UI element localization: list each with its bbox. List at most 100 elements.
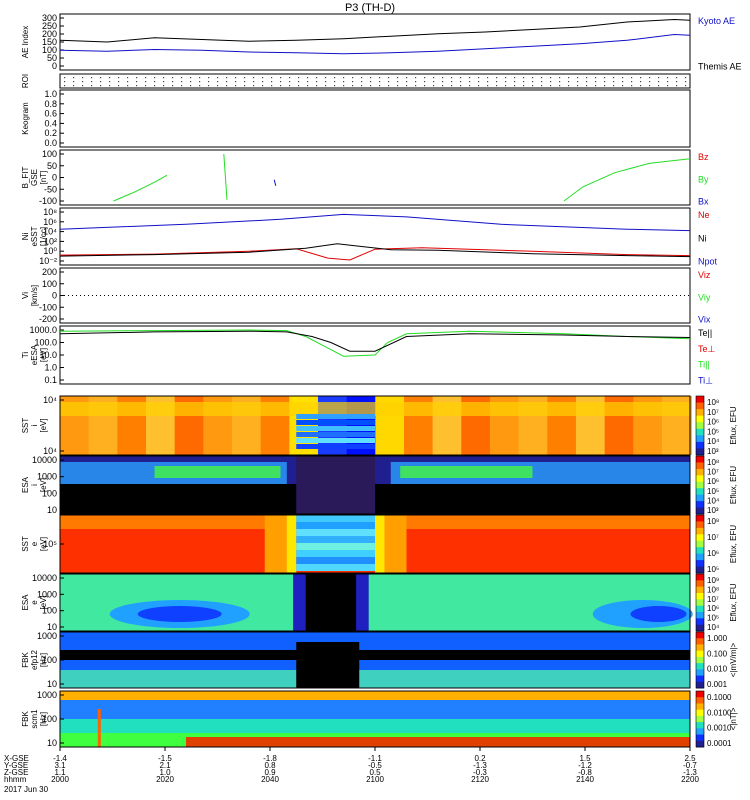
roi-dot xyxy=(640,81,642,83)
spectrogram-band xyxy=(186,737,690,747)
roi-dot xyxy=(145,85,147,87)
roi-dot xyxy=(676,77,678,79)
roi-dot xyxy=(640,77,642,79)
roi-dot xyxy=(658,81,660,83)
axis-label: i xyxy=(30,424,39,426)
y-tick-label: 100 xyxy=(42,714,57,724)
roi-dot xyxy=(343,77,345,79)
y-tick-label: 10000 xyxy=(32,573,57,583)
y-tick-label: 0.1 xyxy=(44,375,57,385)
legend-entry: Viy xyxy=(698,292,711,302)
y-tick-label: 0 xyxy=(52,61,57,71)
spectrogram-band xyxy=(60,402,690,416)
roi-dot xyxy=(487,81,489,83)
roi-dot xyxy=(73,85,75,87)
roi-dot xyxy=(388,77,390,79)
roi-dot xyxy=(406,81,408,83)
roi-dot xyxy=(190,77,192,79)
colorbar-segment xyxy=(696,722,704,729)
colorbar-segment xyxy=(696,612,704,619)
roi-dot xyxy=(469,81,471,83)
colorbar-segment xyxy=(696,715,704,723)
y-tick-label: 0.6 xyxy=(44,109,57,119)
roi-dot xyxy=(640,85,642,87)
axis-label: Ti xyxy=(21,352,30,359)
colorbar-tick-label: 10³ xyxy=(707,447,719,456)
roi-dot xyxy=(613,81,615,83)
legend-entry: Bx xyxy=(698,197,709,207)
roi-dot xyxy=(568,77,570,79)
spectrogram-band xyxy=(375,515,385,573)
roi-dot xyxy=(145,77,147,79)
roi-dot xyxy=(406,77,408,79)
axis-label: [eV] xyxy=(39,348,48,362)
colorbar-label: Eflux, EFU xyxy=(729,466,738,504)
axis-label: ROI xyxy=(21,74,30,88)
colorbar-tick-label: 10⁴ xyxy=(707,496,720,505)
axis-label: [nT] xyxy=(39,171,48,185)
roi-dot xyxy=(649,77,651,79)
spectrogram-cell xyxy=(296,529,375,536)
roi-dot xyxy=(667,77,669,79)
spectrogram-cell xyxy=(296,420,375,425)
y-tick-label: 10⁴ xyxy=(43,227,57,237)
roi-dot xyxy=(181,77,183,79)
roi-dot xyxy=(649,85,651,87)
axis-label: [km/s] xyxy=(30,285,39,306)
axis-label: AE Index xyxy=(21,26,30,58)
y-tick-label: 10 xyxy=(47,738,57,748)
roi-dot xyxy=(316,85,318,87)
roi-dot xyxy=(388,81,390,83)
legend-entry: Ni xyxy=(698,233,707,243)
colorbar-segment xyxy=(696,605,704,613)
roi-dot xyxy=(424,81,426,83)
colorbar-segment xyxy=(696,462,704,470)
roi-dot xyxy=(154,77,156,79)
series-line xyxy=(59,213,691,232)
colorbar-frame xyxy=(695,514,705,574)
colorbar-tick-label: 10⁶ xyxy=(707,549,719,558)
roi-dot xyxy=(550,85,552,87)
colorbar-segment xyxy=(696,428,704,436)
roi-dot xyxy=(64,85,66,87)
colorbar-tick-label: 0.010 xyxy=(707,665,728,674)
colorbar-segment xyxy=(696,728,704,736)
x-tick-label: 0.2 xyxy=(474,754,486,763)
y-tick-label: 1000 xyxy=(37,472,57,482)
roi-dot xyxy=(343,81,345,83)
x-tick-label: -0.7 xyxy=(683,761,697,770)
panel-frame xyxy=(59,267,691,324)
colorbar-segment xyxy=(696,481,704,489)
x-tick-label: 2140 xyxy=(576,775,594,784)
series-line xyxy=(59,329,691,357)
spectrogram-cell xyxy=(296,550,375,557)
colorbar-tick-label: 10⁵ xyxy=(707,565,719,574)
roi-dot xyxy=(244,85,246,87)
roi-dot xyxy=(289,77,291,79)
roi-dot xyxy=(676,81,678,83)
x-tick-label: 2.5 xyxy=(684,754,696,763)
roi-dot xyxy=(82,77,84,79)
colorbar-segment xyxy=(696,521,704,529)
roi-dot xyxy=(82,85,84,87)
x-tick-label: 2200 xyxy=(681,775,699,784)
panel-roi: ROI xyxy=(21,73,691,89)
roi-dot xyxy=(226,81,228,83)
colorbar-segment xyxy=(696,547,704,555)
roi-dot xyxy=(199,81,201,83)
x-axis-row-label: Y-GSE xyxy=(4,761,28,770)
spectrogram-cell xyxy=(296,432,375,437)
spectrogram-cell xyxy=(296,536,375,543)
roi-dot xyxy=(298,85,300,87)
roi-dot xyxy=(433,85,435,87)
x-tick-label: 2120 xyxy=(471,775,489,784)
colorbar-segment xyxy=(696,566,704,574)
roi-dot xyxy=(442,77,444,79)
colorbar-tick-label: 10⁶ xyxy=(707,477,719,486)
roi-dot xyxy=(550,81,552,83)
series-line xyxy=(59,330,691,352)
colorbar-frame xyxy=(695,395,705,456)
roi-dot xyxy=(613,85,615,87)
colorbar-tick-label: 10⁸ xyxy=(707,398,719,407)
